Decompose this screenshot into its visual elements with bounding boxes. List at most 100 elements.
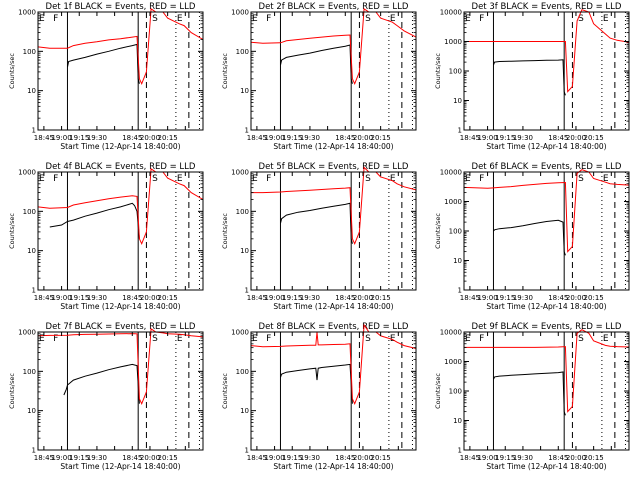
lld-series-line (250, 323, 417, 405)
x-axis-label: Start Time (12-Apr-14 18:40:00) (273, 462, 393, 471)
x-tick-label: 18:45 (34, 294, 54, 302)
flag-label: S (365, 14, 371, 24)
panel-title: Det 1f BLACK = Events, RED = LLD (46, 2, 196, 12)
plot-frame (37, 171, 204, 291)
plot-frame (463, 331, 630, 451)
panel-title: Det 2f BLACK = Events, RED = LLD (259, 2, 409, 12)
lld-series-line (464, 9, 630, 93)
x-tick-label: 19:30 (87, 134, 107, 142)
x-tick-label: 19:30 (87, 454, 107, 462)
flag-label: E (465, 174, 471, 184)
y-tick-label: 10 (240, 247, 249, 255)
events-series-line (493, 219, 566, 256)
x-tick-label: 20:00 (140, 134, 160, 142)
x-tick-label: 19:15 (495, 294, 515, 302)
x-tick-label: 18:45 (335, 454, 355, 462)
lld-series-line (463, 169, 630, 253)
events-series-line (493, 59, 566, 96)
panel-title: Det 8f BLACK = Events, RED = LLD (259, 322, 409, 332)
x-tick-label: 20:15 (371, 294, 391, 302)
x-tick-label: 20:15 (584, 294, 604, 302)
y-tick-label: 100 (236, 368, 249, 376)
x-tick-label: 18:45 (548, 294, 568, 302)
x-tick-label: 19:00 (477, 294, 497, 302)
flag-label: E (390, 174, 396, 184)
lld-series-line (37, 168, 204, 245)
y-tick-label: 1 (245, 287, 249, 295)
y-tick-label: 1000 (444, 198, 462, 206)
flag-label: E (465, 334, 471, 344)
y-tick-label: 1000 (18, 9, 36, 17)
x-tick-label: 20:00 (566, 134, 586, 142)
x-tick-label: 20:00 (566, 294, 586, 302)
x-tick-label: 18:45 (34, 454, 54, 462)
x-tick-label: 19:00 (477, 134, 497, 142)
x-axis-label: Start Time (12-Apr-14 18:40:00) (486, 302, 606, 311)
y-tick-label: 100 (449, 388, 462, 396)
x-tick-label: 19:15 (69, 294, 89, 302)
x-tick-label: 18:45 (122, 454, 142, 462)
x-tick-label: 19:15 (495, 134, 515, 142)
panel-title: Det 7f BLACK = Events, RED = LLD (46, 322, 196, 332)
y-tick-label: 1 (32, 447, 36, 455)
y-tick-label: 1000 (18, 329, 36, 337)
x-axis-label: Start Time (12-Apr-14 18:40:00) (273, 302, 393, 311)
x-tick-label: 20:15 (158, 134, 178, 142)
y-tick-label: 10000 (440, 169, 462, 177)
y-tick-label: 10 (27, 87, 36, 95)
x-tick-label: 19:00 (264, 294, 284, 302)
x-tick-label: 18:45 (34, 134, 54, 142)
y-tick-label: 1 (245, 127, 249, 135)
x-tick-label: 19:15 (282, 294, 302, 302)
x-tick-label: 20:00 (140, 454, 160, 462)
y-tick-label: 100 (23, 208, 36, 216)
x-tick-label: 20:15 (584, 454, 604, 462)
flag-label: S (152, 14, 158, 24)
x-tick-label: 18:45 (460, 454, 480, 462)
y-tick-label: 1 (458, 447, 462, 455)
y-axis-label: Counts/sec (221, 53, 229, 89)
x-axis-label: Start Time (12-Apr-14 18:40:00) (486, 142, 606, 151)
y-tick-label: 100 (236, 208, 249, 216)
flag-label: E (603, 334, 609, 344)
flag-label: E (39, 334, 45, 344)
plot-frame (37, 331, 204, 451)
y-axis-label: Counts/sec (221, 373, 229, 409)
x-axis-label: Start Time (12-Apr-14 18:40:00) (273, 142, 393, 151)
flag-label: F (479, 14, 484, 24)
events-series-line (280, 363, 353, 404)
x-tick-label: 19:30 (87, 294, 107, 302)
x-tick-label: 18:45 (122, 294, 142, 302)
flag-label: E (252, 334, 258, 344)
x-tick-label: 20:15 (158, 294, 178, 302)
y-tick-label: 1 (245, 447, 249, 455)
flag-label: F (53, 334, 58, 344)
x-tick-label: 19:15 (282, 134, 302, 142)
x-tick-label: 19:00 (264, 454, 284, 462)
y-tick-label: 10 (453, 97, 462, 105)
x-tick-label: 18:45 (335, 134, 355, 142)
flag-label: S (578, 334, 584, 344)
y-axis-label: Counts/sec (8, 213, 16, 249)
y-tick-label: 1 (458, 127, 462, 135)
y-tick-label: 100 (236, 48, 249, 56)
y-tick-label: 1000 (444, 38, 462, 46)
flag-label: F (479, 334, 484, 344)
y-axis-label: Counts/sec (434, 213, 442, 249)
x-axis-label: Start Time (12-Apr-14 18:40:00) (486, 462, 606, 471)
y-tick-label: 10 (27, 247, 36, 255)
lld-series-line (37, 328, 204, 405)
flag-label: E (177, 14, 183, 24)
x-tick-label: 20:15 (158, 454, 178, 462)
y-axis-label: Counts/sec (8, 373, 16, 409)
y-tick-label: 10 (453, 417, 462, 425)
x-tick-label: 18:45 (460, 134, 480, 142)
x-axis-label: Start Time (12-Apr-14 18:40:00) (60, 462, 180, 471)
x-tick-label: 18:45 (247, 294, 267, 302)
